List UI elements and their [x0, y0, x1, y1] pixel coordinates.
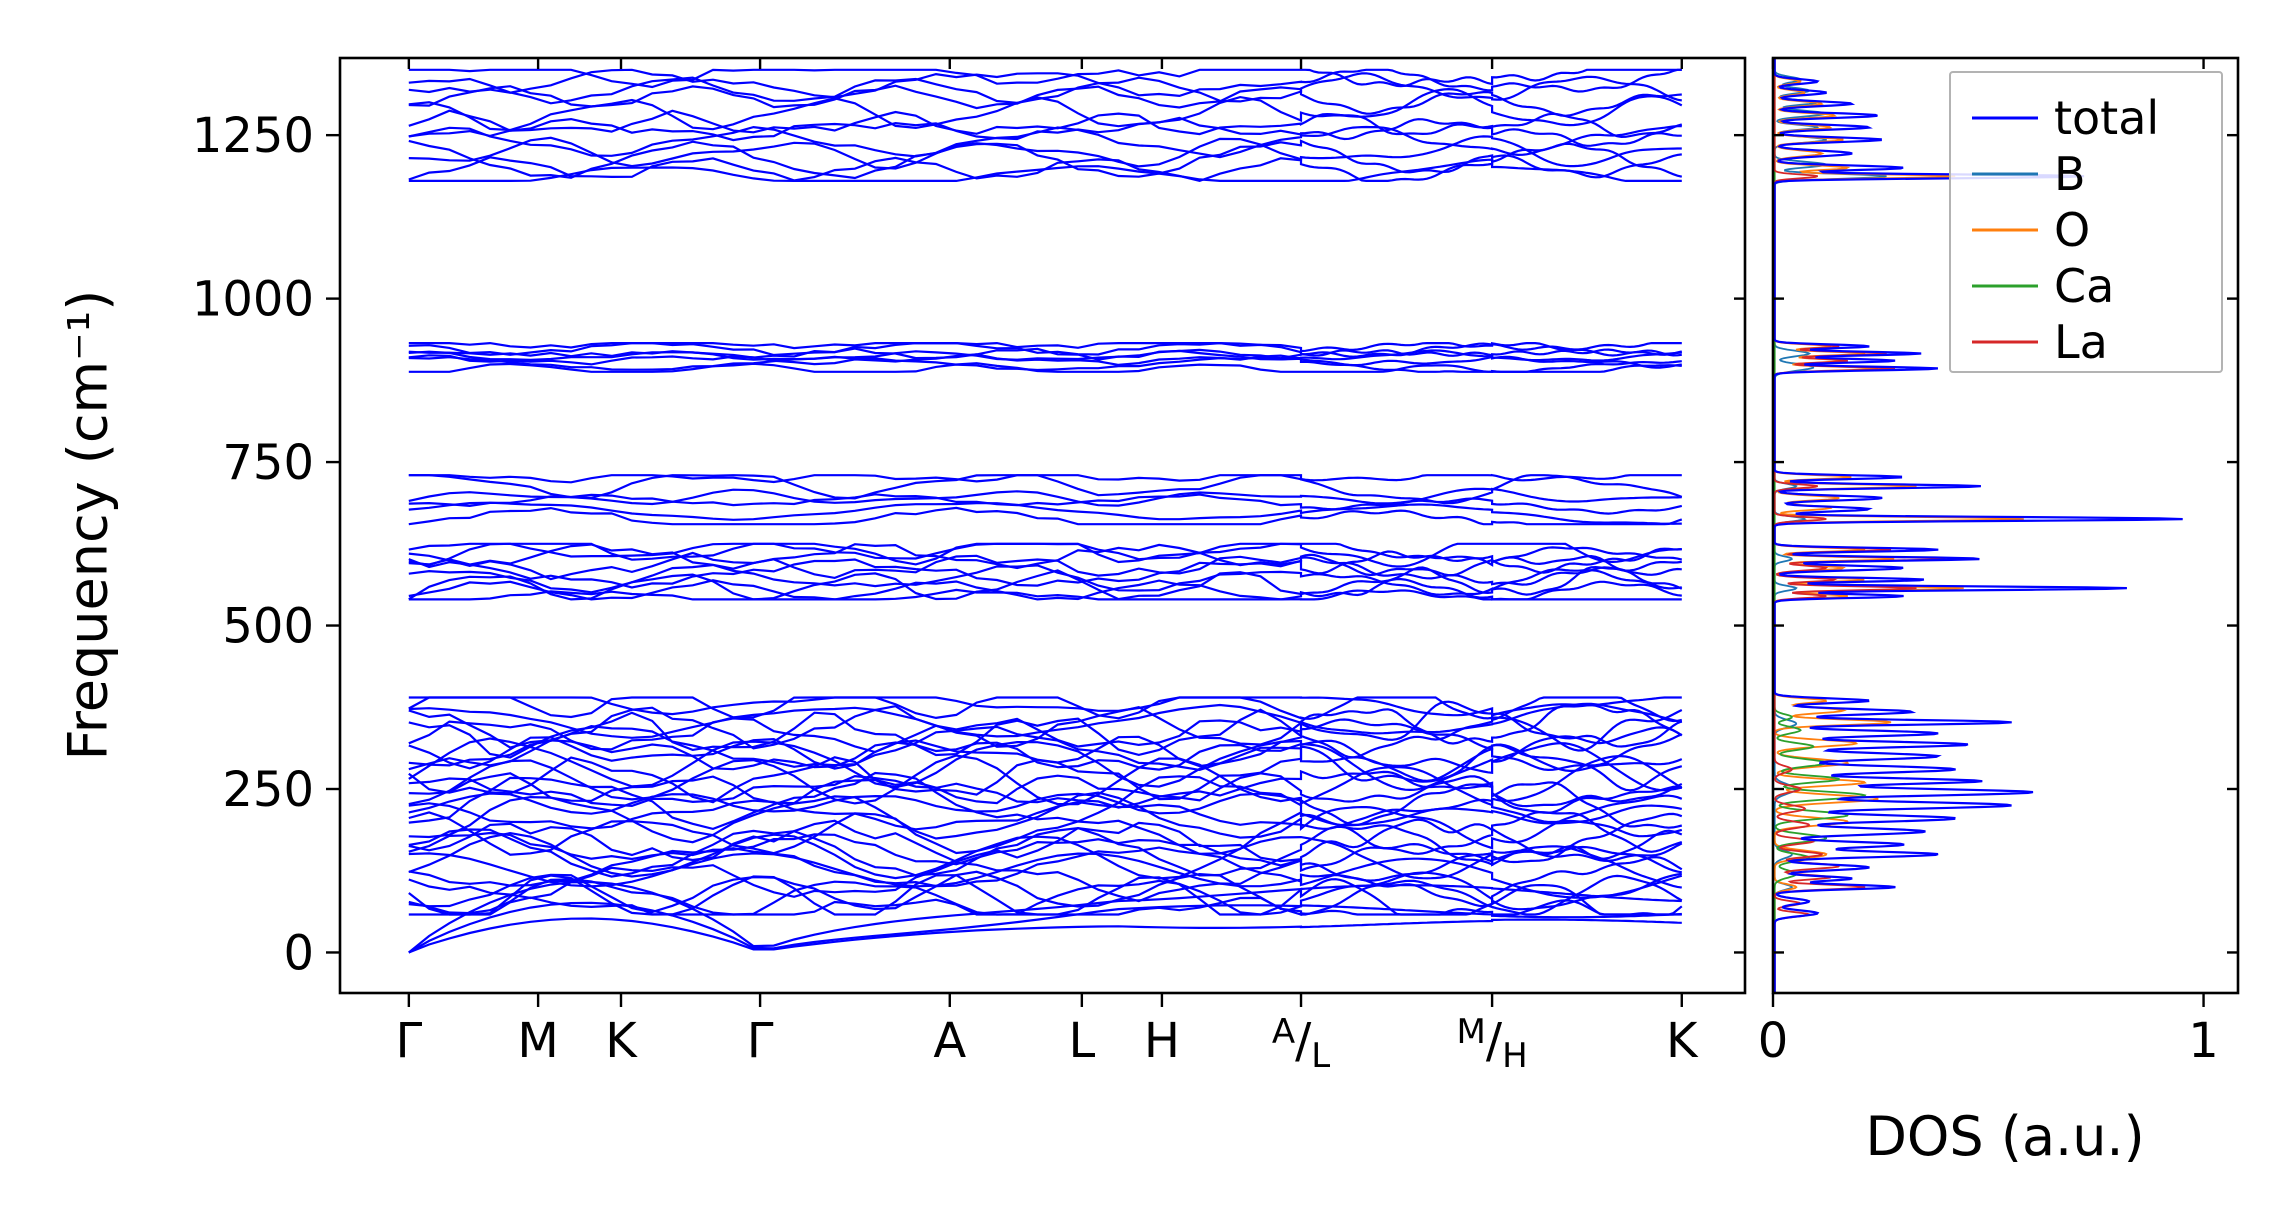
dos-panel-frame	[1771, 56, 2240, 995]
band-lines	[408, 68, 1683, 954]
tick-label: K	[1666, 1013, 1699, 1069]
tick-label: Γ	[395, 1013, 422, 1069]
tick-label: K	[605, 1013, 638, 1069]
tick-label: L	[1068, 1013, 1095, 1069]
tick-label: 1000	[192, 272, 314, 328]
dos-series-total	[1773, 58, 2183, 993]
tick-label: M	[517, 1013, 558, 1069]
legend-label-total: total	[2054, 91, 2159, 145]
tick-label-split: A/L	[1272, 1012, 1330, 1076]
legend-box	[1949, 71, 2223, 373]
tick-label: 1	[2188, 1013, 2219, 1069]
tick-label: Γ	[747, 1013, 774, 1069]
dos-curves	[1773, 58, 2183, 993]
tick-label: 750	[222, 435, 314, 491]
tick-label: 250	[222, 762, 314, 818]
tick-label: 500	[222, 599, 314, 655]
dos-axis-label: DOS (a.u.)	[1865, 1105, 2145, 1168]
legend-label-B: B	[2054, 147, 2086, 201]
tick-label: H	[1144, 1013, 1180, 1069]
tick-label: A	[933, 1013, 966, 1069]
legend-label-O: O	[2054, 203, 2090, 257]
tick-label: 1250	[192, 108, 314, 164]
legend-label-Ca: Ca	[2054, 259, 2114, 313]
legend-label-La: La	[2054, 315, 2108, 369]
tick-label: 0	[283, 925, 314, 981]
tick-label-split: M/H	[1457, 1012, 1528, 1076]
band-panel-frame	[338, 56, 1747, 995]
tick-label: 0	[1758, 1013, 1789, 1069]
frequency-axis-label: Frequency (cm⁻¹)	[56, 289, 120, 761]
